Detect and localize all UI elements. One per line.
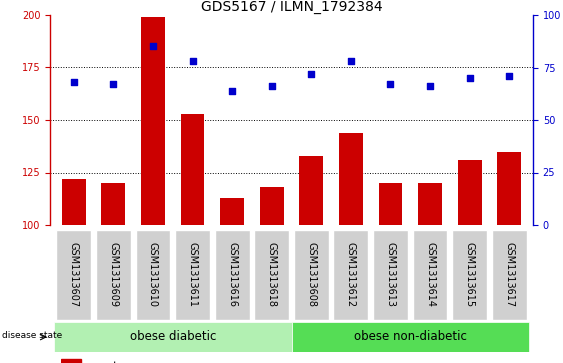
Point bbox=[69, 79, 78, 85]
Text: obese non-diabetic: obese non-diabetic bbox=[354, 330, 467, 343]
Point bbox=[188, 58, 197, 64]
Bar bbox=[220, 198, 244, 225]
Text: count: count bbox=[87, 361, 118, 363]
Bar bbox=[339, 132, 363, 225]
Point bbox=[465, 75, 474, 81]
Bar bbox=[292, 322, 529, 352]
Point bbox=[426, 83, 435, 89]
Bar bbox=[254, 230, 289, 320]
Bar bbox=[452, 230, 487, 320]
Bar bbox=[294, 230, 329, 320]
Bar bbox=[497, 151, 521, 225]
Text: GSM1313616: GSM1313616 bbox=[227, 242, 237, 307]
Bar bbox=[62, 179, 86, 225]
Point bbox=[109, 81, 118, 87]
Text: GSM1313613: GSM1313613 bbox=[386, 242, 395, 307]
Text: GSM1313612: GSM1313612 bbox=[346, 242, 356, 307]
Text: GSM1313617: GSM1313617 bbox=[504, 242, 514, 307]
Text: GSM1313618: GSM1313618 bbox=[267, 242, 276, 307]
Text: GSM1313608: GSM1313608 bbox=[306, 242, 316, 307]
Bar bbox=[96, 230, 131, 320]
Bar bbox=[181, 114, 204, 225]
Text: GSM1313615: GSM1313615 bbox=[464, 242, 475, 307]
Bar bbox=[136, 230, 171, 320]
Bar bbox=[458, 160, 481, 225]
Bar bbox=[373, 230, 408, 320]
Text: GSM1313607: GSM1313607 bbox=[69, 242, 79, 307]
Bar bbox=[492, 230, 526, 320]
Point bbox=[346, 58, 355, 64]
Bar bbox=[141, 17, 165, 225]
Bar bbox=[260, 187, 284, 225]
Bar bbox=[56, 230, 91, 320]
Text: GSM1313610: GSM1313610 bbox=[148, 242, 158, 307]
Text: GSM1313611: GSM1313611 bbox=[187, 242, 198, 307]
Point bbox=[149, 44, 158, 49]
Bar bbox=[54, 322, 292, 352]
Bar bbox=[413, 230, 448, 320]
Bar bbox=[101, 183, 125, 225]
Point bbox=[267, 83, 276, 89]
Bar bbox=[215, 230, 249, 320]
Point bbox=[386, 81, 395, 87]
Point bbox=[307, 71, 316, 77]
Text: GSM1313609: GSM1313609 bbox=[108, 242, 118, 307]
Text: obese diabetic: obese diabetic bbox=[129, 330, 216, 343]
Bar bbox=[300, 156, 323, 225]
Point bbox=[227, 88, 236, 94]
Bar bbox=[333, 230, 368, 320]
Bar bbox=[378, 183, 403, 225]
Bar bbox=[175, 230, 210, 320]
Point bbox=[505, 73, 514, 79]
Text: disease state: disease state bbox=[2, 331, 62, 340]
Bar bbox=[418, 183, 442, 225]
Title: GDS5167 / ILMN_1792384: GDS5167 / ILMN_1792384 bbox=[200, 0, 382, 14]
Text: GSM1313614: GSM1313614 bbox=[425, 242, 435, 307]
Bar bbox=[61, 359, 81, 363]
